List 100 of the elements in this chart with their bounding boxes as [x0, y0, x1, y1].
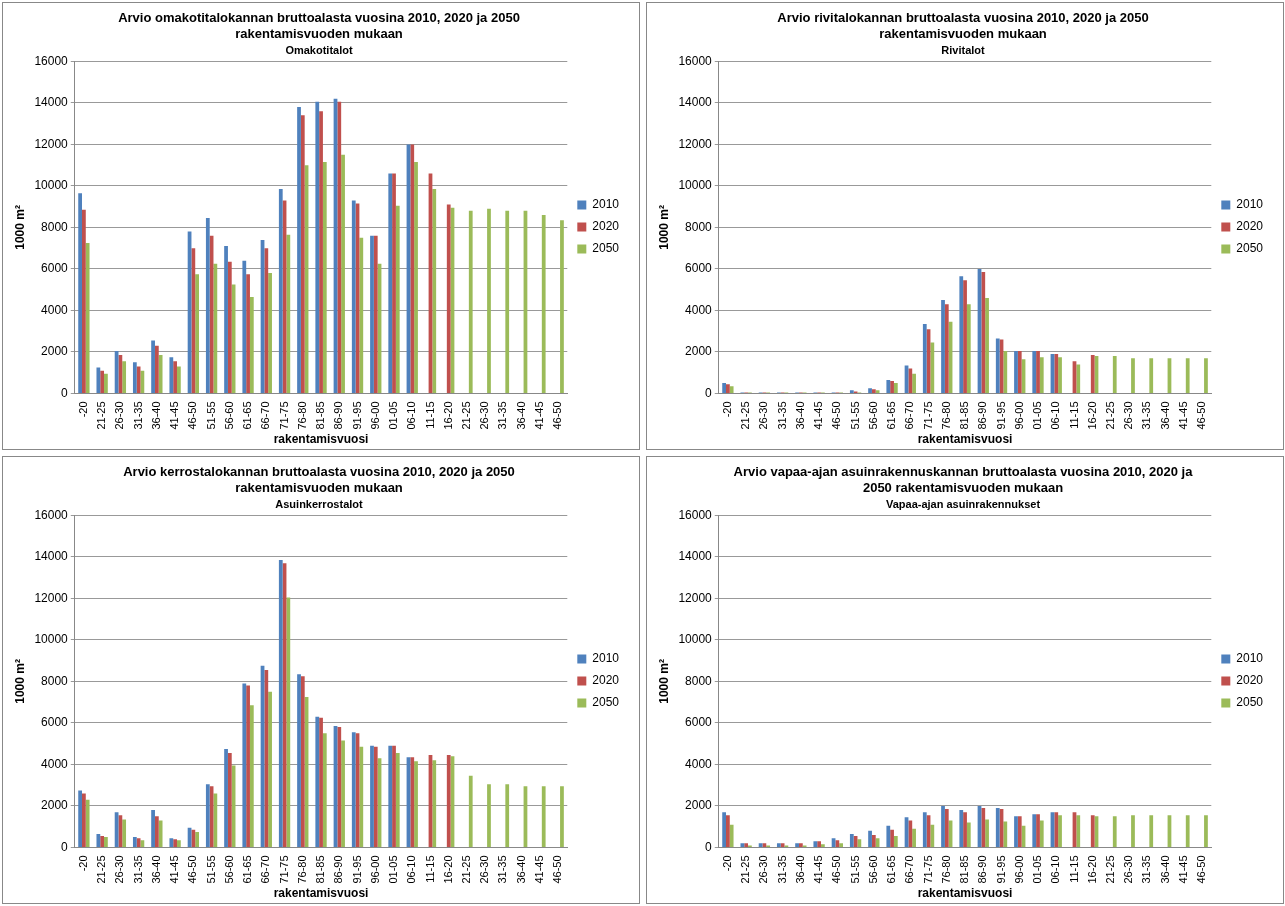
x-tick-label: 31-35	[1140, 401, 1153, 430]
bar	[886, 379, 891, 393]
bar	[1090, 815, 1095, 847]
x-tick-label: -20	[720, 401, 733, 418]
x-tick-label: 06-10	[1049, 855, 1062, 884]
bar	[912, 373, 916, 393]
bar	[1032, 350, 1037, 393]
bar	[246, 685, 250, 847]
bar	[122, 819, 127, 847]
legend-label: 2020	[592, 219, 620, 234]
bar	[922, 812, 927, 847]
bar	[249, 705, 254, 847]
bar	[104, 373, 108, 393]
x-axis-title: rakentamisvuosi	[917, 886, 1013, 901]
bar	[468, 210, 473, 393]
x-tick-label: 36-40	[514, 401, 527, 430]
bar	[191, 829, 196, 847]
x-tick-label: -20	[720, 855, 733, 872]
bar	[857, 839, 862, 847]
x-tick-label: 51-55	[848, 855, 861, 884]
x-tick-label: 36-40	[149, 855, 162, 884]
x-tick-label: 31-35	[131, 855, 144, 884]
bar	[169, 357, 174, 393]
bar	[297, 107, 301, 393]
bar	[487, 784, 491, 847]
bar	[959, 276, 964, 393]
bar	[1017, 350, 1022, 393]
x-tick-label: 51-55	[204, 401, 217, 430]
bar	[1032, 814, 1037, 847]
bar	[1149, 815, 1154, 847]
x-tick-label: 36-40	[793, 855, 806, 884]
bar	[300, 115, 305, 393]
bar	[729, 824, 734, 847]
chart-subtitle: Asuinkerrostalot	[275, 497, 364, 510]
bar	[118, 815, 123, 847]
y-tick-label: 4000	[685, 302, 713, 317]
bar	[446, 755, 451, 847]
y-tick-label: 2000	[685, 798, 713, 813]
bar	[176, 366, 181, 393]
x-tick-label: 41-45	[1176, 855, 1189, 884]
legend-label: 2010	[1236, 197, 1264, 212]
x-tick-label: 96-00	[368, 855, 381, 884]
x-tick-label: 91-95	[350, 855, 363, 884]
bar	[908, 820, 913, 847]
bar	[359, 237, 364, 393]
bar	[722, 383, 727, 393]
x-tick-label: 41-45	[812, 401, 825, 430]
y-tick-label: 4000	[41, 302, 69, 317]
bar	[227, 753, 232, 847]
bar	[432, 760, 437, 847]
bar	[995, 808, 1000, 847]
x-tick-label: 96-00	[1012, 401, 1025, 430]
x-tick-label: 46-50	[830, 401, 843, 430]
bar	[1054, 812, 1059, 847]
x-tick-label: 76-80	[295, 855, 308, 884]
bar	[341, 154, 345, 393]
bar	[1076, 815, 1081, 847]
bar	[729, 386, 734, 393]
x-tick-label: 66-70	[903, 855, 916, 884]
x-tick-label: 26-30	[1122, 401, 1135, 430]
bar	[169, 838, 174, 847]
x-tick-label: 66-70	[259, 401, 272, 430]
x-tick-label: 41-45	[532, 855, 545, 884]
bar	[762, 843, 767, 847]
bar	[835, 840, 840, 847]
legend-label: 2050	[1236, 241, 1264, 256]
x-tick-label: 16-20	[1085, 401, 1098, 430]
bar	[213, 263, 218, 393]
bar	[392, 745, 396, 847]
y-tick-label: 0	[705, 839, 713, 854]
bar	[224, 246, 228, 393]
x-tick-label: 26-30	[113, 401, 126, 430]
x-tick-label: 26-30	[757, 401, 770, 430]
x-tick-label: 21-25	[739, 401, 752, 430]
y-tick-label: 2000	[41, 344, 69, 359]
x-tick-label: 46-50	[186, 855, 199, 884]
bar	[1039, 357, 1044, 393]
y-tick-label: 8000	[41, 219, 69, 234]
bar	[300, 676, 305, 847]
bar	[432, 189, 437, 393]
bar	[912, 828, 916, 847]
bar	[798, 843, 803, 847]
x-tick-label: 71-75	[921, 401, 934, 430]
bar	[966, 822, 971, 847]
x-tick-label: 41-45	[532, 401, 545, 430]
legend-label: 2020	[592, 673, 620, 688]
bar	[1090, 355, 1095, 393]
bar	[410, 144, 415, 393]
bar	[122, 361, 127, 393]
x-tick-label: 46-50	[551, 401, 564, 430]
y-tick-label: 14000	[34, 95, 69, 110]
x-tick-label: 61-65	[241, 401, 254, 430]
y-axis-title: 1000 m²	[656, 205, 671, 250]
bar	[1076, 364, 1081, 393]
x-tick-label: 31-35	[131, 401, 144, 430]
bar	[351, 732, 356, 847]
bar	[132, 837, 137, 847]
y-tick-label: 8000	[41, 673, 69, 688]
bar	[195, 831, 199, 847]
x-tick-label: 76-80	[295, 401, 308, 430]
